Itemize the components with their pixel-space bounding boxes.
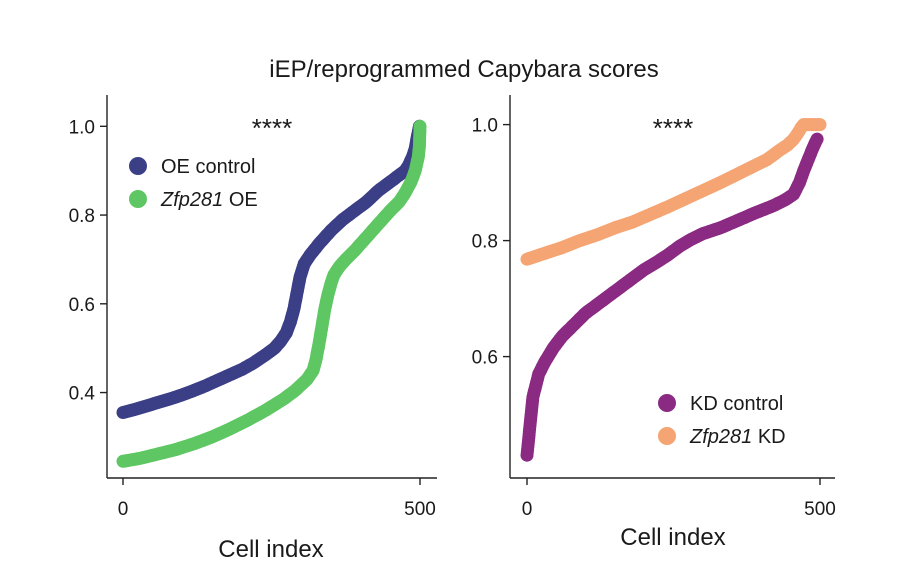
x-tick-label: 500	[404, 499, 436, 520]
series-zfp281-kd	[520, 118, 827, 266]
data-point	[810, 132, 824, 146]
legend-right: KD control Zfp281 KD	[658, 393, 786, 448]
legend-label-kd-control: KD control	[690, 393, 783, 415]
x-tick-label: 500	[804, 499, 836, 520]
legend-marker-zfp281-kd	[658, 427, 676, 445]
legend-label-oe-control: OE control	[161, 156, 255, 178]
significance-right: ****	[653, 113, 693, 143]
data-point	[813, 118, 827, 132]
legend-label-zfp281-oe: Zfp281 OE	[160, 189, 258, 211]
legend-label-zfp281-kd: Zfp281 KD	[689, 426, 786, 448]
y-tick-label: 0.8	[472, 232, 498, 253]
x-axis-label-left: Cell index	[218, 536, 323, 563]
legend-left: OE control Zfp281 OE	[129, 156, 258, 211]
series-oe-control	[116, 119, 426, 419]
x-axis-label-right: Cell index	[620, 524, 725, 551]
y-tick-label: 0.6	[472, 348, 498, 369]
data-point	[413, 119, 427, 133]
panel-left: 0.4 0.6 0.8 1.0 0 500 **** Cell index OE con…	[69, 95, 437, 563]
y-tick-label: 0.4	[69, 384, 96, 405]
y-tick-label: 0.8	[69, 206, 95, 227]
significance-left: ****	[252, 113, 292, 143]
x-tick-label: 0	[522, 499, 533, 520]
chart-title: iEP/reprogrammed Capybara scores	[269, 56, 659, 83]
series-kd-control	[520, 132, 824, 462]
series-zfp281-oe	[116, 119, 427, 468]
y-tick-label: 0.6	[69, 295, 95, 316]
x-tick-label: 0	[118, 499, 129, 520]
legend-marker-zfp281-oe	[129, 190, 147, 208]
legend-marker-kd-control	[658, 394, 676, 412]
y-tick-label: 1.0	[69, 117, 95, 138]
legend-marker-oe-control	[129, 157, 147, 175]
panel-right: 0.6 0.8 1.0 0 500 **** Cell index KD contro…	[472, 95, 836, 551]
y-tick-label: 1.0	[472, 116, 498, 137]
